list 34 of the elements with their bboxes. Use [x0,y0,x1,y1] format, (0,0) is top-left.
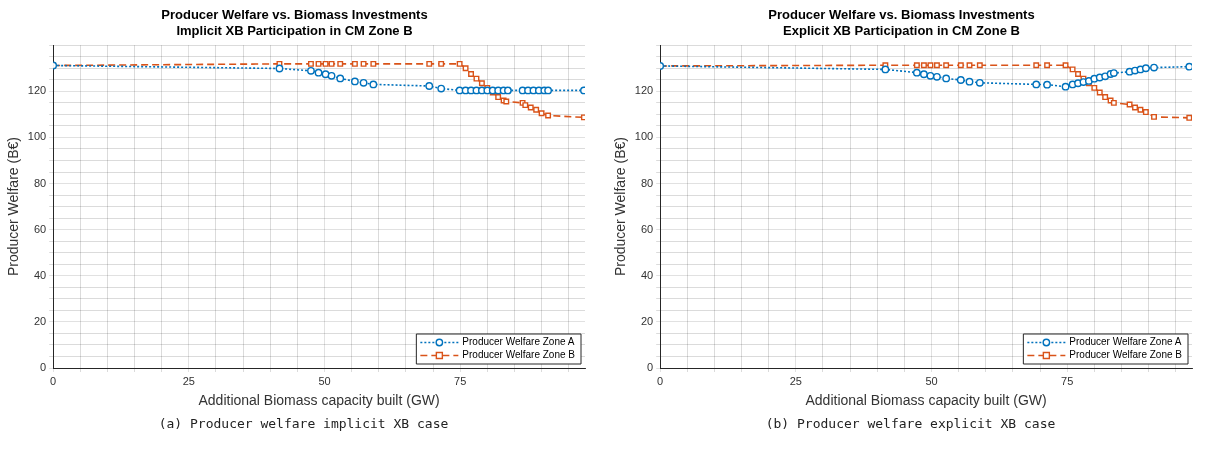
x-tick-label: 25 [789,374,802,387]
x-axis-title: Additional Biomass capacity built (GW) [805,392,1047,409]
y-tick-label: 0 [647,361,654,374]
y-tick-label: 60 [640,222,654,235]
legend-label: Producer Welfare Zone A [1069,336,1182,348]
y-tick-label: 40 [33,268,47,281]
y-tick-label: 0 [40,361,47,374]
x-tick-label: 25 [182,374,195,387]
y-tick-label: 120 [27,84,47,97]
x-axis-title: Additional Biomass capacity built (GW) [198,392,440,409]
x-tick-label: 0 [657,374,664,387]
x-tick-label: 0 [50,374,57,387]
y-tick-label: 80 [33,176,47,189]
y-tick-label: 100 [27,130,47,143]
legend-label: Producer Welfare Zone A [462,336,575,348]
chart-title: Producer Welfare vs. Biomass Investments Implicit XB Participation in CM Zone B [161,7,428,38]
legend-label: Producer Welfare Zone B [462,349,576,361]
x-tick-label: 75 [454,374,467,387]
x-tick-label: 50 [925,374,938,387]
y-tick-label: 20 [33,314,47,327]
y-tick-label: 100 [634,130,654,143]
y-tick-label: 60 [33,222,47,235]
chart-title: Producer Welfare vs. Biomass Investments Explicit XB Participation in CM Zone B [768,7,1035,38]
y-tick-label: 40 [640,268,654,281]
x-tick-label: 75 [1061,374,1074,387]
y-tick-label: 20 [640,314,654,327]
y-axis-title: Producer Welfare (B€) [5,137,22,277]
y-tick-label: 120 [634,84,654,97]
legend-label: Producer Welfare Zone B [1069,349,1183,361]
x-tick-label: 50 [318,374,331,387]
text: (a) Producer welfare implicit XB case [157,416,450,431]
y-tick-label: 80 [640,176,654,189]
text: (b) Producer welfare explicit XB case [764,416,1057,431]
y-axis-title: Producer Welfare (B€) [612,137,629,277]
